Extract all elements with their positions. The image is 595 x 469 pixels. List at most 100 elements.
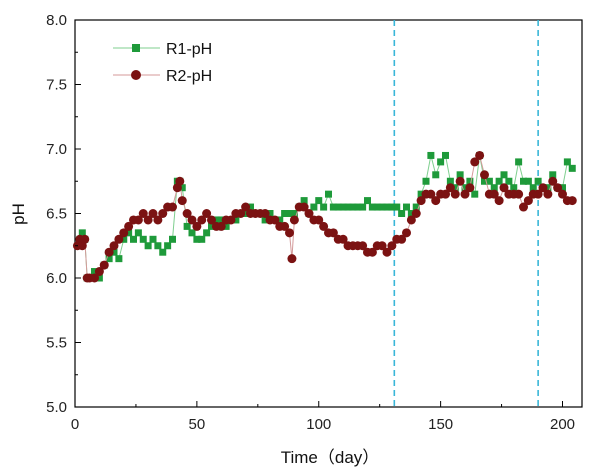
data-point <box>192 221 202 231</box>
data-point <box>519 202 528 212</box>
data-point <box>286 210 293 217</box>
data-point <box>520 177 527 185</box>
data-point <box>499 183 509 193</box>
data-point <box>325 190 332 198</box>
data-point <box>441 189 450 199</box>
data-point <box>538 183 548 193</box>
data-point <box>354 203 362 211</box>
data-point <box>314 215 324 225</box>
data-point <box>427 151 435 159</box>
data-point <box>242 210 250 217</box>
data-point <box>364 197 371 205</box>
data-point <box>485 177 493 185</box>
data-point <box>188 229 196 237</box>
data-point <box>407 210 415 217</box>
data-point <box>500 171 508 179</box>
data-point <box>270 215 280 225</box>
data-point <box>164 242 172 250</box>
data-point <box>285 228 294 238</box>
data-point <box>310 203 318 211</box>
data-point <box>465 183 475 193</box>
data-point <box>367 247 377 257</box>
y-tick-label: 6.0 <box>46 270 67 287</box>
data-point <box>177 196 187 206</box>
data-point <box>481 177 488 185</box>
data-point <box>168 202 177 212</box>
data-point <box>159 248 167 256</box>
y-tick-label: 8.0 <box>46 12 67 29</box>
legend: R1-pH R2-pH <box>113 41 212 85</box>
data-point <box>455 176 465 186</box>
data-point <box>90 273 99 283</box>
data-point <box>115 255 123 263</box>
data-point <box>104 247 114 257</box>
data-point <box>197 215 207 225</box>
data-point <box>382 247 392 257</box>
data-point <box>344 203 352 211</box>
data-point <box>559 184 566 192</box>
data-point <box>514 189 524 199</box>
data-point <box>460 189 470 199</box>
legend-marker-circle <box>131 70 141 80</box>
legend-marker-square <box>132 44 140 52</box>
x-axis-title: Time（day） <box>281 448 380 467</box>
data-point <box>319 221 329 231</box>
data-point <box>193 235 201 243</box>
data-point <box>217 216 225 224</box>
data-point <box>446 177 454 185</box>
data-point <box>183 222 191 230</box>
y-tick-label: 7.5 <box>46 77 67 94</box>
data-point <box>95 274 103 282</box>
data-point <box>368 203 376 211</box>
data-point <box>169 235 176 243</box>
data-point <box>138 209 148 218</box>
data-point <box>315 197 323 205</box>
data-point <box>208 222 215 230</box>
data-point <box>178 184 186 192</box>
data-point <box>134 229 142 237</box>
data-point <box>426 189 436 199</box>
data-point <box>94 267 104 277</box>
data-point <box>461 184 469 192</box>
data-point <box>175 176 185 186</box>
data-point <box>139 235 147 243</box>
data-point <box>144 242 152 250</box>
legend-label-1: R1-pH <box>166 41 212 58</box>
data-point <box>442 151 449 159</box>
reference-lines <box>393 20 539 407</box>
data-point <box>543 189 553 199</box>
data-point <box>334 203 342 211</box>
data-point <box>422 177 430 185</box>
x-tick-label: 0 <box>71 416 79 433</box>
data-point <box>133 215 143 225</box>
data-point <box>109 241 119 251</box>
data-point <box>125 229 133 237</box>
data-point <box>207 215 216 225</box>
data-point <box>329 203 337 211</box>
data-point <box>494 196 504 206</box>
y-tick-label: 7.0 <box>46 141 67 158</box>
data-point <box>411 209 421 218</box>
data-point <box>289 215 299 225</box>
data-point <box>412 203 420 211</box>
data-point <box>236 209 246 218</box>
data-point <box>403 203 410 211</box>
data-point <box>377 241 387 251</box>
data-point <box>456 171 464 179</box>
data-point <box>563 158 571 166</box>
data-point <box>261 216 269 224</box>
data-point <box>548 176 558 186</box>
data-point <box>299 202 309 212</box>
data-point <box>187 215 197 225</box>
data-point <box>276 216 284 224</box>
data-point <box>80 234 90 244</box>
data-point <box>222 222 230 230</box>
data-point <box>260 209 270 218</box>
data-point <box>466 177 474 185</box>
y-tick-label: 6.5 <box>46 206 67 223</box>
data-point <box>432 171 440 179</box>
data-point <box>300 197 308 205</box>
data-point <box>339 203 347 211</box>
data-point <box>378 203 386 211</box>
